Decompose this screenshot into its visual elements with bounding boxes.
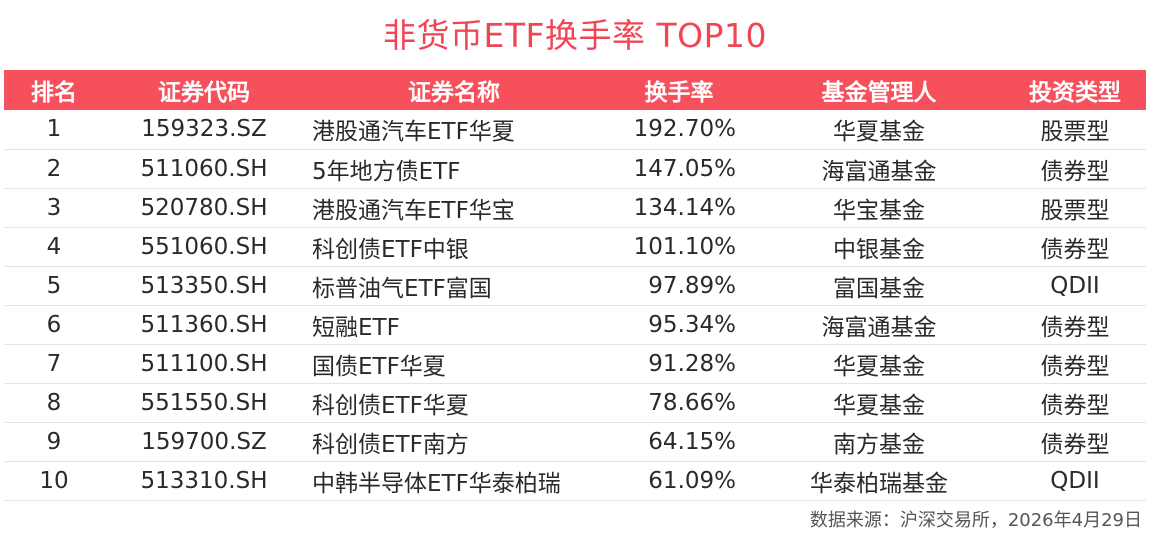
cell-name: 科创债ETF中银 xyxy=(304,227,604,267)
table-row: 3 520780.SH 港股通汽车ETF华宝 134.14% 华宝基金 股票型 xyxy=(4,188,1146,228)
cell-rank: 5 xyxy=(4,266,104,306)
cell-rank: 1 xyxy=(4,110,104,150)
cell-type: 债券型 xyxy=(1004,305,1146,345)
cell-turnover: 147.05% xyxy=(604,149,754,189)
cell-turnover: 91.28% xyxy=(604,344,754,384)
header-manager: 基金管理人 xyxy=(821,80,937,106)
table-row: 7 511100.SH 国债ETF华夏 91.28% 华夏基金 债券型 xyxy=(4,344,1146,384)
cell-name: 标普油气ETF富国 xyxy=(304,266,604,306)
cell-code: 511060.SH xyxy=(104,149,304,189)
cell-type: 股票型 xyxy=(1004,110,1146,150)
page-title: 非货币ETF换手率 TOP10 xyxy=(382,16,767,55)
cell-name: 科创债ETF南方 xyxy=(304,422,604,462)
cell-name: 短融ETF xyxy=(304,305,604,345)
cell-manager: 富国基金 xyxy=(754,266,1004,306)
cell-name: 港股通汽车ETF华夏 xyxy=(304,110,604,150)
cell-type: 债券型 xyxy=(1004,422,1146,462)
data-source-note: 数据来源：沪深交易所，2026年4月29日 xyxy=(809,510,1142,531)
cell-type: 债券型 xyxy=(1004,227,1146,267)
cell-rank: 9 xyxy=(4,422,104,462)
cell-name: 5年地方债ETF xyxy=(304,149,604,189)
header-code: 证券代码 xyxy=(158,80,250,106)
header-type: 投资类型 xyxy=(1029,80,1121,106)
cell-code: 513310.SH xyxy=(104,461,304,501)
cell-turnover: 64.15% xyxy=(604,422,754,462)
cell-type: 股票型 xyxy=(1004,188,1146,228)
cell-type: QDII xyxy=(1004,266,1146,306)
table-row: 10 513310.SH 中韩半导体ETF华泰柏瑞 61.09% 华泰柏瑞基金 QDII xyxy=(4,461,1146,501)
cell-manager: 华夏基金 xyxy=(754,383,1004,423)
cell-name: 国债ETF华夏 xyxy=(304,344,604,384)
table-row: 4 551060.SH 科创债ETF中银 101.10% 中银基金 债券型 xyxy=(4,227,1146,267)
cell-type: 债券型 xyxy=(1004,344,1146,384)
cell-manager: 南方基金 xyxy=(754,422,1004,462)
cell-manager: 中银基金 xyxy=(754,227,1004,267)
cell-manager: 海富通基金 xyxy=(754,305,1004,345)
etf-turnover-table: 排名 证券代码 证券名称 换手率 基金管理人 投资类型 1 159323.SZ 港股… xyxy=(4,70,1146,501)
cell-name: 中韩半导体ETF华泰柏瑞 xyxy=(304,461,604,501)
cell-rank: 8 xyxy=(4,383,104,423)
cell-rank: 10 xyxy=(4,461,104,501)
cell-rank: 7 xyxy=(4,344,104,384)
table-header-row: 排名 证券代码 证券名称 换手率 基金管理人 投资类型 xyxy=(4,70,1146,110)
cell-manager: 海富通基金 xyxy=(754,149,1004,189)
cell-type: 债券型 xyxy=(1004,149,1146,189)
cell-manager: 华夏基金 xyxy=(754,344,1004,384)
cell-manager: 华夏基金 xyxy=(754,110,1004,150)
cell-code: 551550.SH xyxy=(104,383,304,423)
cell-rank: 3 xyxy=(4,188,104,228)
cell-turnover: 97.89% xyxy=(604,266,754,306)
cell-code: 159700.SZ xyxy=(104,422,304,462)
cell-rank: 6 xyxy=(4,305,104,345)
header-rank: 排名 xyxy=(31,80,77,106)
table-row: 8 551550.SH 科创债ETF华夏 78.66% 华夏基金 债券型 xyxy=(4,383,1146,423)
cell-code: 520780.SH xyxy=(104,188,304,228)
cell-name: 科创债ETF华夏 xyxy=(304,383,604,423)
cell-type: 债券型 xyxy=(1004,383,1146,423)
header-name: 证券名称 xyxy=(408,80,500,106)
cell-manager: 华泰柏瑞基金 xyxy=(754,461,1004,501)
cell-rank: 2 xyxy=(4,149,104,189)
cell-turnover: 101.10% xyxy=(604,227,754,267)
table-row: 9 159700.SZ 科创债ETF南方 64.15% 南方基金 债券型 xyxy=(4,422,1146,462)
table-row: 6 511360.SH 短融ETF 95.34% 海富通基金 债券型 xyxy=(4,305,1146,345)
cell-code: 159323.SZ xyxy=(104,110,304,150)
cell-code: 551060.SH xyxy=(104,227,304,267)
table-row: 1 159323.SZ 港股通汽车ETF华夏 192.70% 华夏基金 股票型 xyxy=(4,110,1146,150)
cell-rank: 4 xyxy=(4,227,104,267)
cell-manager: 华宝基金 xyxy=(754,188,1004,228)
cell-turnover: 95.34% xyxy=(604,305,754,345)
header-turnover: 换手率 xyxy=(644,80,714,106)
cell-code: 511100.SH xyxy=(104,344,304,384)
cell-code: 513350.SH xyxy=(104,266,304,306)
cell-turnover: 192.70% xyxy=(604,110,754,150)
cell-code: 511360.SH xyxy=(104,305,304,345)
cell-name: 港股通汽车ETF华宝 xyxy=(304,188,604,228)
table-row: 2 511060.SH 5年地方债ETF 147.05% 海富通基金 债券型 xyxy=(4,149,1146,189)
table-row: 5 513350.SH 标普油气ETF富国 97.89% 富国基金 QDII xyxy=(4,266,1146,306)
cell-turnover: 134.14% xyxy=(604,188,754,228)
cell-turnover: 61.09% xyxy=(604,461,754,501)
cell-turnover: 78.66% xyxy=(604,383,754,423)
cell-type: QDII xyxy=(1004,461,1146,501)
